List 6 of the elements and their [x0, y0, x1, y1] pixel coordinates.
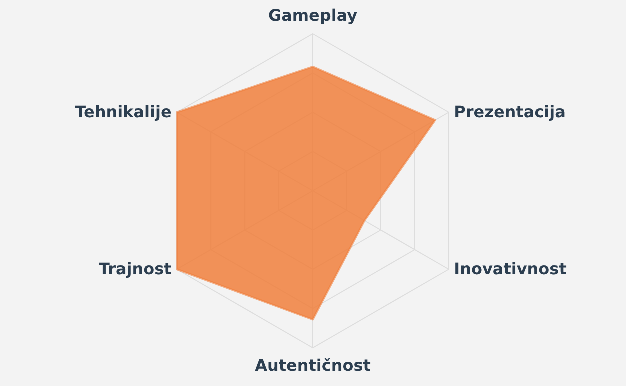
- spoke-label: Gameplay: [268, 6, 358, 25]
- spoke-label: Inovativnost: [454, 260, 568, 278]
- spoke-label: Autentičnost: [255, 356, 372, 375]
- spoke-label: Trajnost: [98, 260, 172, 278]
- spoke-label: Prezentacija: [454, 102, 566, 122]
- spoke-label: Tehnikalije: [75, 102, 172, 122]
